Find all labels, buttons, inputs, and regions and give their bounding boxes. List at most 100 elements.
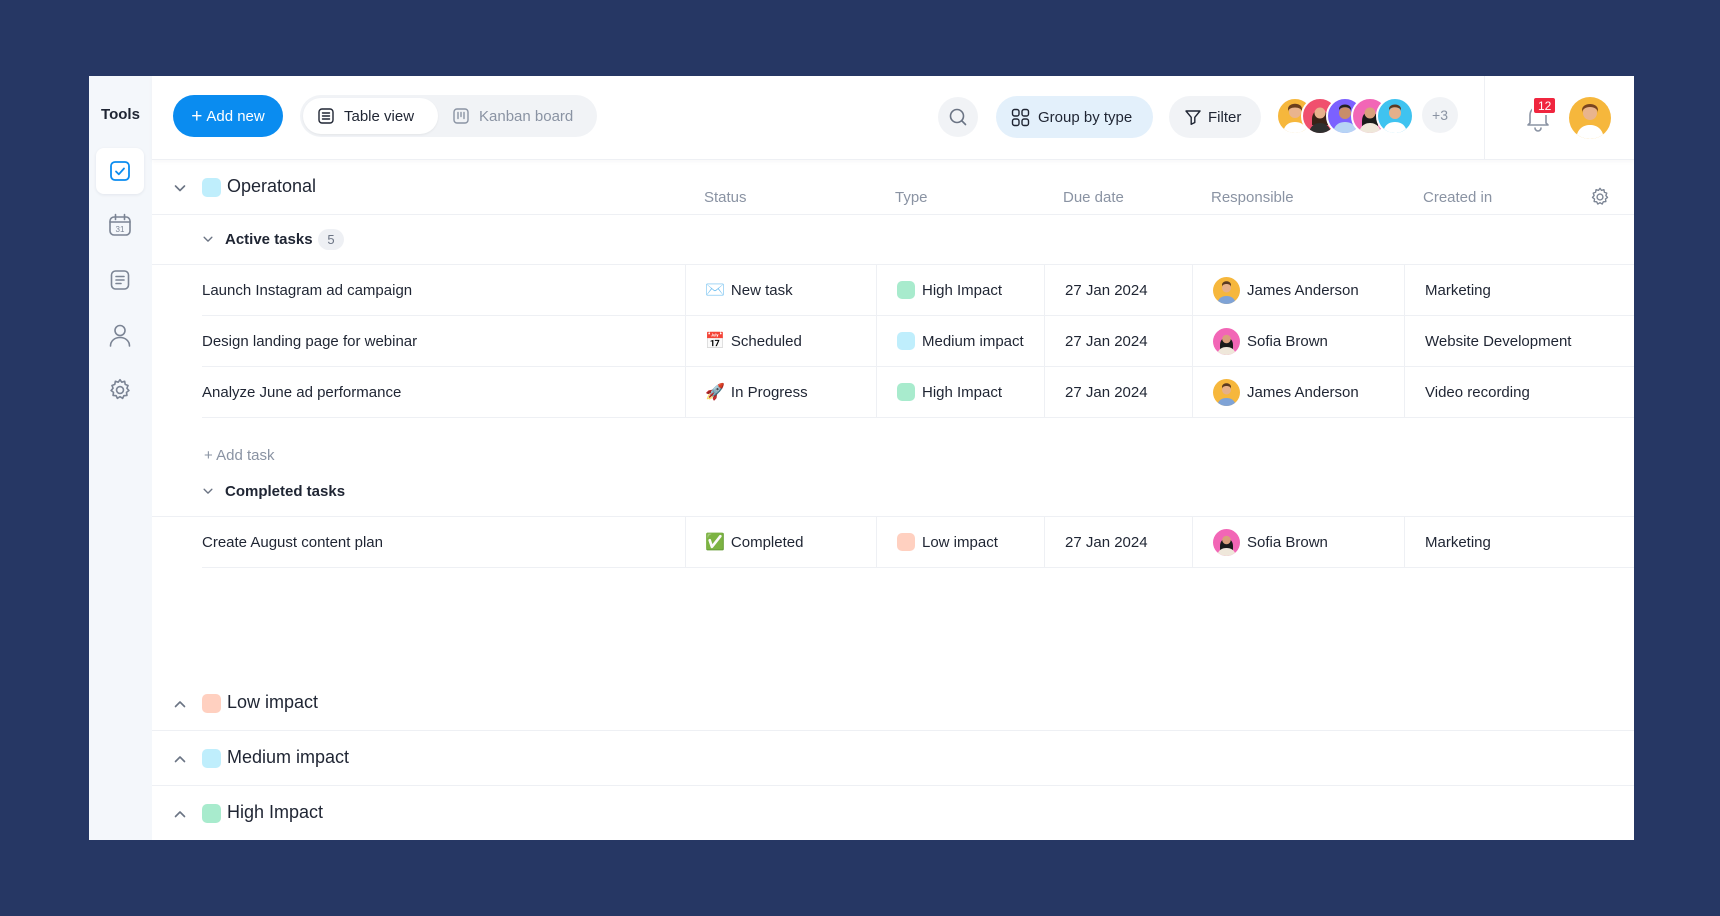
tab-table-view-label: Table view — [344, 107, 415, 125]
task-name[interactable]: Design landing page for webinar — [202, 332, 418, 350]
add-task-button[interactable]: + Add task — [204, 447, 274, 464]
due-date-cell[interactable]: 27 Jan 2024 — [1044, 316, 1192, 366]
responsible-cell[interactable]: Sofia Brown — [1192, 316, 1404, 366]
more-members-badge[interactable]: +3 — [1422, 97, 1458, 133]
user-icon — [109, 324, 131, 347]
group-title: High Impact — [227, 802, 324, 822]
type-cell[interactable]: Low impact — [876, 517, 1044, 567]
sidebar-item-calendar[interactable]: 31 — [96, 202, 144, 248]
responsible-name: James Anderson — [1247, 281, 1359, 299]
filter-button[interactable]: Filter — [1169, 96, 1261, 138]
responsible-cell[interactable]: James Anderson — [1192, 265, 1404, 315]
group-by-type-label: Group by type — [1038, 108, 1133, 126]
status-label: Completed — [730, 533, 804, 551]
subgroup-header-active[interactable]: Active tasks 5 — [152, 215, 1634, 265]
group-color-swatch — [202, 178, 221, 197]
task-name[interactable]: Analyze June ad performance — [202, 383, 402, 401]
sidebar-item-settings[interactable] — [96, 367, 144, 413]
chevron-down-icon[interactable] — [170, 178, 190, 198]
responsible-name: James Anderson — [1247, 383, 1359, 401]
group-title: Operatonal — [227, 176, 317, 196]
responsible-name: Sofia Brown — [1247, 533, 1328, 551]
group-title: Low impact — [227, 692, 319, 712]
user-avatar[interactable] — [1569, 97, 1611, 139]
gear-icon — [110, 378, 130, 400]
column-header-due-date[interactable]: Due date — [1063, 189, 1124, 206]
task-name[interactable]: Create August content plan — [202, 533, 383, 551]
avatar — [1376, 97, 1414, 135]
due-date-cell[interactable]: 27 Jan 2024 — [1044, 265, 1192, 315]
column-header-created-in[interactable]: Created in — [1423, 189, 1493, 206]
group-color-swatch — [202, 749, 221, 768]
filter-label: Filter — [1208, 108, 1242, 126]
check-mark-icon: ✅ — [705, 534, 725, 551]
chevron-up-icon[interactable] — [170, 804, 190, 824]
status-cell[interactable]: ✅ Completed — [685, 517, 876, 567]
group-header-medium-impact[interactable]: Medium impact — [152, 731, 1634, 786]
grid-icon — [1011, 108, 1030, 126]
subgroup-title-completed: Completed tasks — [225, 483, 346, 500]
created-in-cell[interactable]: Website Development — [1404, 316, 1634, 366]
calendar-icon: 31 — [109, 213, 131, 236]
sidebar-item-documents[interactable] — [96, 257, 144, 303]
sidebar-item-tasks[interactable] — [96, 148, 144, 194]
due-date-cell[interactable]: 27 Jan 2024 — [1044, 367, 1192, 417]
tab-kanban-board[interactable]: Kanban board — [450, 98, 590, 134]
group-header-operational[interactable]: Operatonal — [152, 160, 1634, 215]
created-in-cell[interactable]: Marketing — [1404, 517, 1634, 567]
toolbar-divider — [1484, 76, 1485, 160]
type-color-swatch — [897, 533, 915, 551]
avatar — [1213, 378, 1240, 406]
search-icon — [949, 108, 967, 126]
column-header-responsible[interactable]: Responsible — [1211, 189, 1294, 206]
status-label: Scheduled — [730, 332, 802, 350]
task-name[interactable]: Launch Instagram ad campaign — [202, 281, 413, 299]
group-color-swatch — [202, 694, 221, 713]
due-date-cell[interactable]: 27 Jan 2024 — [1044, 517, 1192, 567]
chevron-down-icon[interactable] — [198, 481, 218, 501]
svg-text:31: 31 — [116, 225, 125, 234]
created-in-cell[interactable]: Marketing — [1404, 265, 1634, 315]
notification-count-badge: 12 — [1532, 96, 1558, 115]
envelope-icon: ✉️ — [705, 282, 725, 299]
status-cell[interactable]: 🚀 In Progress — [685, 367, 876, 417]
subgroup-title-active: Active tasks — [225, 231, 313, 248]
search-button[interactable] — [938, 97, 978, 137]
status-label: New task — [730, 281, 793, 299]
type-cell[interactable]: High Impact — [876, 265, 1044, 315]
group-by-type-button[interactable]: Group by type — [996, 96, 1153, 138]
calendar-icon: 📅 — [705, 333, 725, 350]
responsible-cell[interactable]: Sofia Brown — [1192, 517, 1404, 567]
status-cell[interactable]: ✉️ New task — [685, 265, 876, 315]
add-new-label: Add new — [206, 107, 265, 125]
table-row[interactable]: Analyze June ad performance 🚀 In Progres… — [202, 367, 1634, 418]
sidebar: Tools 31 — [89, 76, 152, 840]
type-cell[interactable]: High Impact — [876, 367, 1044, 417]
group-header-high-impact[interactable]: High Impact — [152, 786, 1634, 840]
add-new-button[interactable]: + Add new — [173, 95, 283, 137]
table-row[interactable]: Create August content plan ✅ Completed L… — [202, 517, 1634, 568]
table-row[interactable]: Design landing page for webinar 📅 Schedu… — [202, 316, 1634, 367]
toolbar: + Add new Table view Kanban board Group … — [152, 76, 1634, 160]
responsible-cell[interactable]: James Anderson — [1192, 367, 1404, 417]
sidebar-item-users[interactable] — [96, 312, 144, 358]
group-color-swatch — [202, 804, 221, 823]
type-label: Medium impact — [922, 332, 1024, 350]
sidebar-title: Tools — [101, 106, 140, 123]
table-row[interactable]: Launch Instagram ad campaign ✉️ New task… — [202, 265, 1634, 316]
type-cell[interactable]: Medium impact — [876, 316, 1044, 366]
group-header-low-impact[interactable]: Low impact — [152, 676, 1634, 731]
subgroup-header-completed[interactable]: Completed tasks — [152, 467, 1634, 517]
group-title: Medium impact — [227, 747, 350, 767]
column-header-status[interactable]: Status — [704, 189, 747, 206]
column-header-type[interactable]: Type — [895, 189, 928, 206]
table-settings-button[interactable] — [1589, 186, 1611, 208]
plus-icon: + — [191, 105, 203, 127]
status-cell[interactable]: 📅 Scheduled — [685, 316, 876, 366]
chevron-up-icon[interactable] — [170, 749, 190, 769]
created-in-cell[interactable]: Video recording — [1404, 367, 1634, 417]
type-color-swatch — [897, 281, 915, 299]
chevron-up-icon[interactable] — [170, 694, 190, 714]
chevron-down-icon[interactable] — [198, 229, 218, 249]
tab-table-view[interactable]: Table view — [303, 98, 438, 134]
